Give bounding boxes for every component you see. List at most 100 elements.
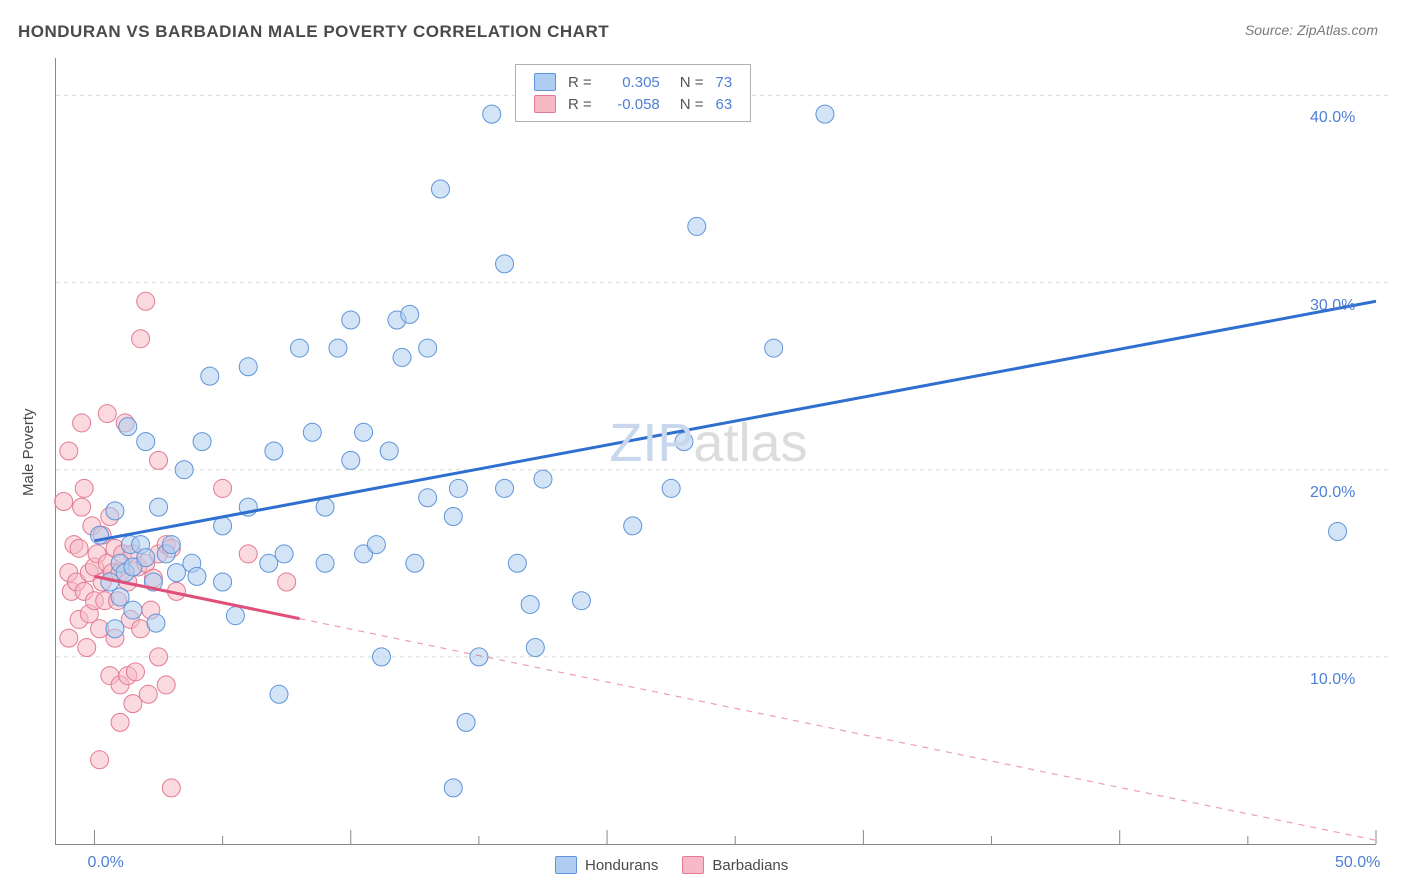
data-point: [91, 751, 109, 769]
x-tick-label: 50.0%: [1335, 854, 1380, 872]
n-label: N =: [666, 71, 710, 93]
x-tick-label: 0.0%: [87, 854, 123, 872]
data-point: [431, 180, 449, 198]
data-point: [162, 536, 180, 554]
legend-swatch: [534, 95, 556, 113]
data-point: [496, 255, 514, 273]
data-point: [572, 592, 590, 610]
data-point: [106, 502, 124, 520]
data-point: [239, 358, 257, 376]
data-point: [70, 539, 88, 557]
data-point: [526, 639, 544, 657]
legend-swatch: [682, 856, 704, 874]
data-point: [406, 554, 424, 572]
data-point: [316, 554, 334, 572]
data-point: [150, 648, 168, 666]
data-point: [119, 418, 137, 436]
data-point: [226, 607, 244, 625]
data-point: [765, 339, 783, 357]
y-axis-label: Male Poverty: [20, 408, 37, 496]
data-point: [624, 517, 642, 535]
data-point: [380, 442, 398, 460]
data-point: [106, 620, 124, 638]
data-point: [137, 292, 155, 310]
data-point: [419, 489, 437, 507]
legend-swatch: [555, 856, 577, 874]
data-point: [150, 498, 168, 516]
y-tick-label: 30.0%: [1310, 297, 1355, 315]
data-point: [444, 508, 462, 526]
r-label: R =: [562, 93, 598, 115]
data-point: [201, 367, 219, 385]
data-point: [483, 105, 501, 123]
data-point: [188, 567, 206, 585]
data-point: [111, 713, 129, 731]
data-point: [342, 451, 360, 469]
legend-label: Barbadians: [712, 857, 788, 874]
data-point: [98, 405, 116, 423]
data-point: [214, 479, 232, 497]
n-value: 73: [710, 71, 739, 93]
data-point: [193, 433, 211, 451]
data-point: [303, 423, 321, 441]
r-value: -0.058: [598, 93, 666, 115]
n-value: 63: [710, 93, 739, 115]
y-tick-label: 40.0%: [1310, 109, 1355, 127]
data-point: [449, 479, 467, 497]
data-point: [126, 663, 144, 681]
regression-line: [94, 301, 1376, 541]
data-point: [60, 442, 78, 460]
data-point: [73, 414, 91, 432]
y-tick-label: 20.0%: [1310, 484, 1355, 502]
data-point: [401, 305, 419, 323]
data-point: [60, 629, 78, 647]
data-point: [214, 573, 232, 591]
n-label: N =: [666, 93, 710, 115]
data-point: [675, 433, 693, 451]
data-point: [393, 348, 411, 366]
data-point: [265, 442, 283, 460]
data-point: [150, 451, 168, 469]
data-point: [444, 779, 462, 797]
data-point: [270, 685, 288, 703]
data-point: [290, 339, 308, 357]
scatter-plot: [55, 58, 1376, 845]
data-point: [316, 498, 334, 516]
data-point: [816, 105, 834, 123]
series-legend: Hondurans Barbadians: [555, 856, 812, 878]
stats-legend: R =0.305N =73 R =-0.058N =63: [515, 64, 751, 122]
data-point: [139, 685, 157, 703]
data-point: [1329, 522, 1347, 540]
data-point: [73, 498, 91, 516]
data-point: [175, 461, 193, 479]
legend-swatch: [534, 73, 556, 91]
data-point: [167, 564, 185, 582]
data-point: [157, 676, 175, 694]
data-point: [470, 648, 488, 666]
data-point: [147, 614, 165, 632]
data-point: [496, 479, 514, 497]
data-point: [239, 545, 257, 563]
data-point: [278, 573, 296, 591]
r-value: 0.305: [598, 71, 666, 93]
y-tick-label: 10.0%: [1310, 671, 1355, 689]
data-point: [688, 217, 706, 235]
data-point: [124, 695, 142, 713]
data-point: [457, 713, 475, 731]
data-point: [419, 339, 437, 357]
data-point: [78, 639, 96, 657]
data-point: [137, 433, 155, 451]
data-point: [91, 526, 109, 544]
r-label: R =: [562, 71, 598, 93]
legend-label: Hondurans: [585, 857, 658, 874]
data-point: [662, 479, 680, 497]
data-point: [75, 479, 93, 497]
data-point: [124, 601, 142, 619]
data-point: [373, 648, 391, 666]
data-point: [132, 330, 150, 348]
page-title: HONDURAN VS BARBADIAN MALE POVERTY CORRE…: [18, 22, 609, 42]
legend-item: Hondurans: [555, 856, 658, 874]
legend-item: Barbadians: [682, 856, 788, 874]
data-point: [329, 339, 347, 357]
data-point: [355, 423, 373, 441]
